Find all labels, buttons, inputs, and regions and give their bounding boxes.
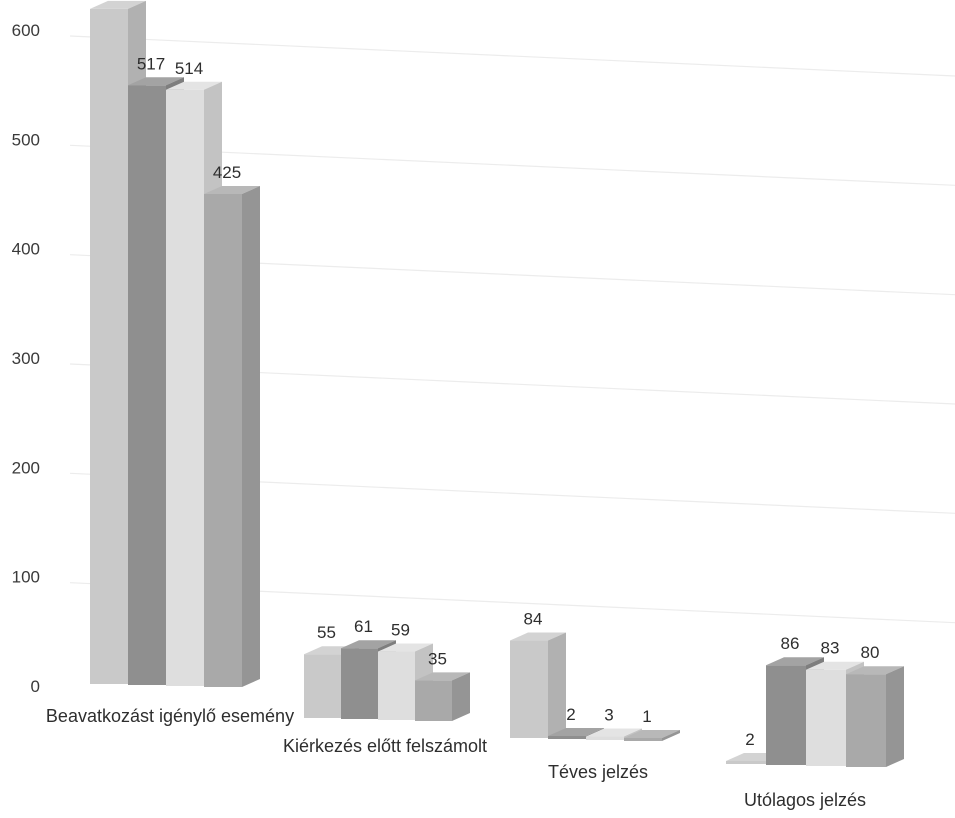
- bar: [378, 643, 433, 720]
- bar-side: [662, 730, 680, 741]
- bar-front: [586, 736, 624, 740]
- bar-top: [378, 643, 433, 652]
- data-label: 2: [566, 705, 575, 724]
- bar-top: [548, 728, 604, 736]
- data-label: 3: [604, 706, 613, 725]
- data-label: 514: [175, 59, 203, 78]
- y-tick-label: 500: [12, 130, 40, 149]
- bar-top: [766, 657, 824, 666]
- bar-front: [90, 8, 128, 684]
- category-label: Téves jelzés: [548, 762, 648, 782]
- bar-side: [548, 632, 566, 738]
- data-label: 2: [745, 730, 754, 749]
- bar-front: [548, 736, 586, 739]
- y-tick-label: 600: [12, 21, 40, 40]
- bar: [846, 666, 904, 767]
- y-tick-label: 300: [12, 349, 40, 368]
- data-label: 35: [428, 649, 447, 668]
- x-axis: Beavatkozást igénylő esemény Kiérkezés el…: [46, 706, 866, 810]
- data-label: 80: [861, 643, 880, 662]
- gridline: [69, 35, 955, 77]
- bar-top: [166, 81, 222, 90]
- data-label: 1: [642, 707, 651, 726]
- bar-front: [846, 674, 886, 767]
- data-label: 59: [391, 621, 410, 640]
- category-label: Utólagos jelzés: [744, 790, 866, 810]
- data-label: 425: [213, 163, 241, 182]
- category-label: Kiérkezés előtt felszámolt: [283, 736, 487, 756]
- bar-side: [452, 672, 470, 721]
- bar-top: [586, 728, 642, 737]
- bar-top: [806, 661, 864, 670]
- bar-top: [510, 632, 566, 641]
- bar-front: [341, 648, 378, 719]
- bar-side: [886, 666, 904, 767]
- bar-top: [341, 640, 396, 649]
- data-label: 517: [137, 54, 165, 73]
- bar: [510, 632, 566, 738]
- y-tick-label: 0: [31, 677, 40, 696]
- data-labels: 58251751442555615935842312868380: [137, 54, 880, 749]
- bar-front: [166, 89, 204, 686]
- y-axis: 0 100 200 300 400 500 600: [12, 21, 40, 696]
- bar: [624, 730, 680, 741]
- data-label: 83: [821, 639, 840, 658]
- bar-top: [415, 672, 470, 681]
- data-label: 86: [781, 634, 800, 653]
- bar-front: [128, 85, 166, 685]
- bar-top: [624, 730, 680, 738]
- bar-top: [846, 666, 904, 675]
- category-label: Beavatkozást igénylő esemény: [46, 706, 294, 726]
- bar-front: [624, 738, 662, 741]
- bar-front: [806, 669, 846, 766]
- bar-front: [204, 194, 242, 687]
- bar-front: [726, 761, 766, 764]
- bar: [204, 186, 260, 687]
- data-label: 61: [354, 617, 373, 636]
- bar-top: [90, 0, 146, 9]
- bar-top: [204, 186, 260, 194]
- y-tick-label: 200: [12, 458, 40, 477]
- y-tick-label: 100: [12, 568, 40, 587]
- bar-front: [510, 640, 548, 738]
- bar-top: [128, 77, 184, 86]
- bar-front: [304, 654, 341, 718]
- data-label: 84: [524, 610, 543, 629]
- bar: [415, 672, 470, 721]
- data-label: 55: [317, 623, 336, 642]
- y-tick-label: 400: [12, 240, 40, 259]
- bar-front: [766, 665, 806, 765]
- bar-side: [242, 186, 260, 687]
- bars: [90, 0, 904, 767]
- bar-front: [415, 680, 452, 721]
- bar-front: [378, 651, 415, 720]
